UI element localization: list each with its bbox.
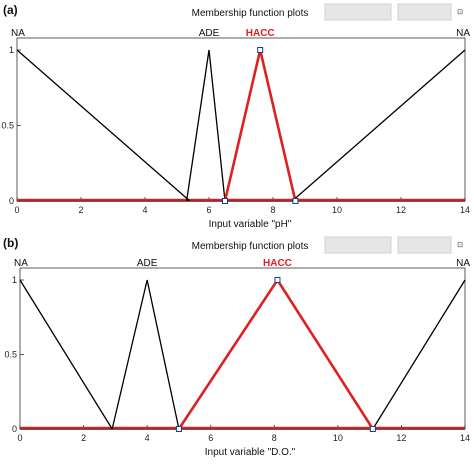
chart-1-series-1-ade-line — [111, 279, 180, 430]
chart-1-x-tick-label: 0 — [17, 433, 22, 443]
chart-0-series-0-label: NA — [11, 28, 25, 39]
chart-1-x-tick-label: 6 — [208, 433, 213, 443]
chart-1-dock-icon: ⊡ — [457, 242, 463, 249]
chart-1-series-1-label: ADE — [137, 258, 158, 269]
chart-1-panel-letter: (b) — [3, 236, 18, 250]
chart-1-x-tick-label: 2 — [81, 433, 86, 443]
chart-0-x-axis-label: Input variable "pH" — [209, 219, 292, 230]
chart-0-y-tick-label: 0.5 — [1, 121, 14, 131]
chart-1-x-axis-label: Input variable "D.O." — [205, 447, 296, 458]
chart-0-x-tick-label: 10 — [332, 205, 342, 215]
chart-1-toolbar-button-2 — [397, 236, 452, 254]
chart-0-series-1-label: ADE — [199, 28, 220, 39]
chart-do: (b) Membership function plots ⊡0 2 4 6 8 10 12 14… — [3, 236, 470, 458]
chart-1-vertex-marker — [175, 426, 182, 432]
chart-1-x-tick-label: 4 — [145, 433, 150, 443]
chart-1-y-tick-label: 0 — [12, 424, 17, 434]
chart-ph: (a) Membership function plots ⊡0 2 4 6 8 10 12 14… — [1, 3, 470, 230]
chart-0-x-tick-label: 8 — [270, 205, 275, 215]
chart-0-x-tick-label: 0 — [14, 205, 19, 215]
chart-1-x-tick-label: 8 — [272, 433, 277, 443]
chart-0-axes — [16, 37, 466, 202]
chart-1-vertex-marker — [274, 277, 281, 283]
membership-plot-do: (b) Membership function plots ⊡ 0 2 4 6 8 10 12 14… — [0, 233, 474, 466]
chart-1-series-3-na-line — [372, 279, 466, 430]
chart-0-series-0-na-line — [16, 49, 191, 202]
chart-0-series-3-label: NA — [456, 28, 470, 39]
chart-0-x-tick-label: 14 — [460, 205, 470, 215]
chart-1-toolbar-button — [324, 236, 392, 254]
chart-1-y-tick-label: 0.5 — [4, 350, 17, 360]
chart-1-series-0-na-line — [19, 279, 113, 430]
chart-0-title: Membership function plots — [192, 8, 309, 19]
chart-1-x-tick-label: 12 — [396, 433, 406, 443]
chart-0-panel-letter: (a) — [3, 3, 18, 17]
chart-0-y-tick-label: 1 — [9, 45, 14, 55]
chart-0-x-tick-label: 6 — [206, 205, 211, 215]
chart-0-toolbar-button-2 — [397, 3, 452, 21]
chart-0-x-tick-label: 4 — [142, 205, 147, 215]
chart-1-vertex-marker — [369, 426, 376, 432]
chart-0-x-tick-label: 2 — [78, 205, 83, 215]
chart-0-dock-icon: ⊡ — [457, 9, 463, 16]
chart-0-series-2-label: HACC — [246, 28, 275, 39]
chart-0-vertex-marker — [292, 198, 299, 204]
chart-1-series-3-label: NA — [456, 258, 470, 269]
chart-0-series-3-na-line — [291, 49, 466, 202]
chart-1-series-0-label: NA — [14, 258, 28, 269]
membership-plot-ph: (a) Membership function plots ⊡ 0 2 4 6 8 10 12 14… — [0, 0, 474, 233]
chart-0-vertex-marker — [257, 47, 264, 53]
chart-1-x-tick-label: 10 — [333, 433, 343, 443]
chart-1-series-2-label: HACC — [263, 258, 292, 269]
chart-0-series-1-ade-line — [185, 49, 226, 202]
chart-1-title: Membership function plots — [192, 241, 309, 252]
chart-0-toolbar-button — [324, 3, 392, 21]
chart-0-vertex-marker — [222, 198, 228, 204]
chart-0-x-tick-label: 12 — [396, 205, 406, 215]
chart-1-axes — [19, 267, 466, 430]
chart-0-y-tick-label: 0 — [9, 196, 14, 206]
chart-1-x-tick-label: 14 — [460, 433, 470, 443]
chart-1-y-tick-label: 1 — [12, 275, 17, 285]
